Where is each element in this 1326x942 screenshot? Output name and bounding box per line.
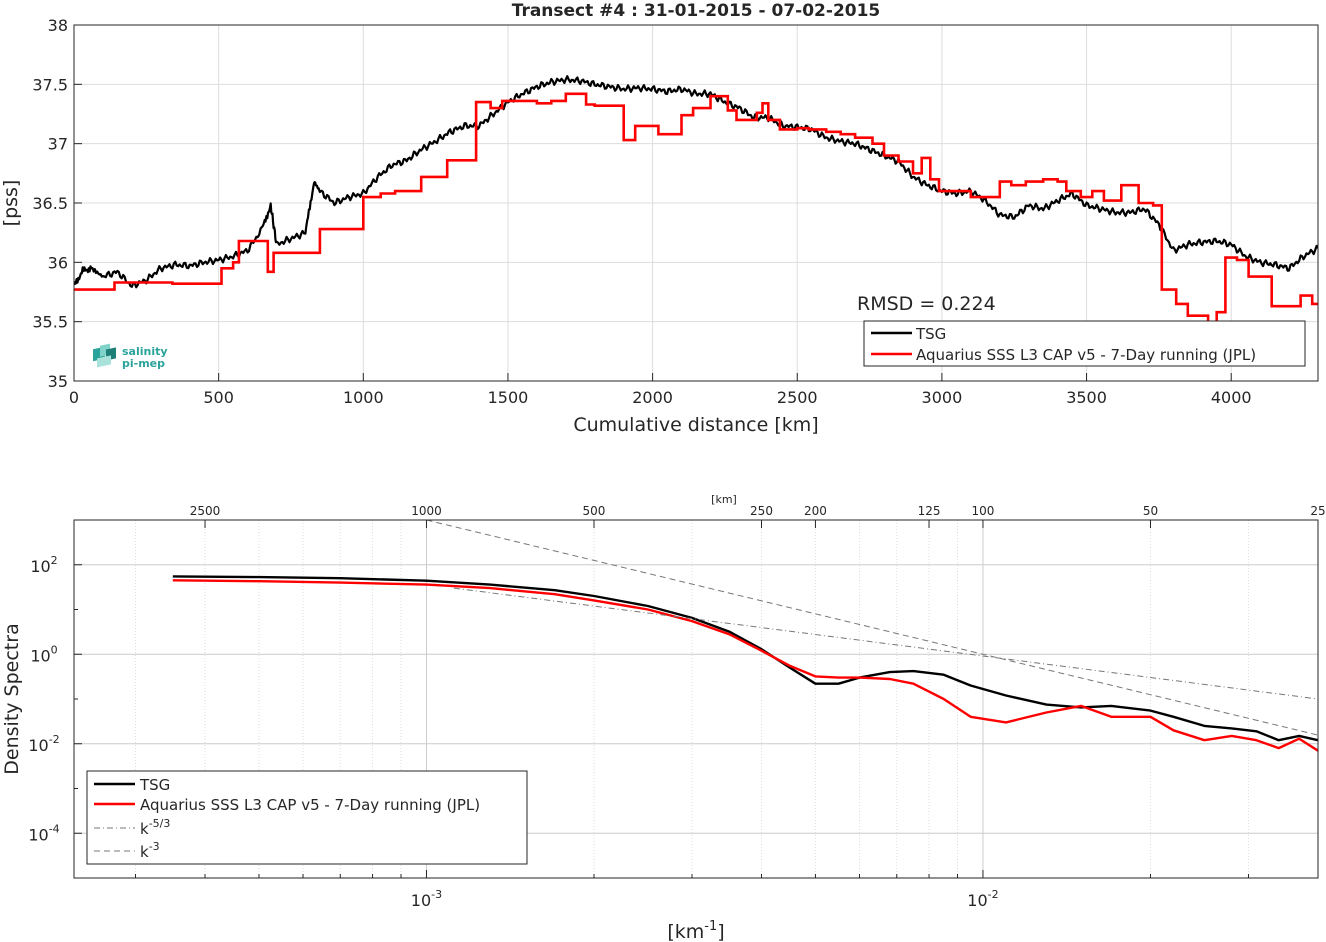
- salinity-chart-title: Transect #4 : 31-01-2015 - 07-02-2015: [512, 1, 881, 21]
- legend-label-tsg: TSG: [915, 325, 946, 343]
- tsg-salinity-line: [74, 75, 1318, 289]
- spectra-y-tick-label: 10-4: [28, 822, 59, 844]
- spectra-x-axis-label: [km-1]: [667, 919, 724, 942]
- legend-label-aquarius-spectra: Aquarius SSS L3 CAP v5 - 7-Day running (…: [140, 796, 480, 814]
- spectra-y-tick-label: 100: [30, 643, 57, 665]
- salinity-pi-mep-logo: salinity pi-mep: [93, 343, 168, 370]
- spectra-top-tick-label: 100: [972, 504, 995, 518]
- spectra-chart: 10-3 10-2 10-4 10-2 100 102 2500 1000 500 250 20…: [1, 493, 1326, 942]
- spectra-top-tick-label: 125: [918, 504, 941, 518]
- salinity-legend-box: [863, 320, 1306, 367]
- salinity-x-tick-label: 2000: [632, 388, 673, 407]
- salinity-y-tick-label: 36.5: [32, 194, 68, 213]
- salinity-legend: TSG Aquarius SSS L3 CAP v5 - 7-Day runni…: [863, 320, 1306, 367]
- spectra-top-ticks: 2500 1000 500 250 200 125 100 50 25: [190, 504, 1326, 528]
- tsg-spectrum-line: [172, 575, 1318, 742]
- spectra-x-tick-label: 10-2: [967, 888, 998, 910]
- spectra-top-tick-label: 50: [1143, 504, 1158, 518]
- spectra-top-tick-label: 500: [583, 504, 606, 518]
- salinity-y-tick-label: 37: [48, 135, 68, 154]
- spectra-legend-box: [86, 770, 528, 865]
- spectra-y-tick-label: 102: [30, 554, 57, 576]
- rmsd-annotation: RMSD = 0.224: [857, 293, 996, 315]
- salinity-x-ticks: 0 500 1000 1500 2000 2500 3000 3500 4000: [69, 373, 1252, 407]
- aquarius-salinity-line: [74, 92, 1318, 329]
- legend-label-aquarius: Aquarius SSS L3 CAP v5 - 7-Day running (…: [916, 346, 1256, 364]
- salinity-y-tick-label: 38: [48, 16, 68, 35]
- spectra-top-tick-label: 1000: [411, 504, 442, 518]
- spectra-top-tick-label: 200: [804, 504, 827, 518]
- salinity-x-tick-label: 3500: [1066, 388, 1107, 407]
- salinity-x-tick-label: 1000: [343, 388, 384, 407]
- aquarius-spectrum-line: [172, 579, 1318, 752]
- salinity-y-tick-label: 36: [48, 253, 68, 272]
- salinity-x-tick-label: 1500: [488, 388, 529, 407]
- spectra-top-tick-label: 25: [1310, 504, 1325, 518]
- logo-mark-icon: [93, 343, 116, 368]
- salinity-x-tick-label: 3000: [922, 388, 963, 407]
- legend-label-tsg-spectra: TSG: [139, 776, 170, 794]
- salinity-y-axis-label: [pss]: [0, 180, 22, 227]
- salinity-y-tick-label: 35.5: [32, 313, 68, 332]
- spectra-x-tick-label: 10-3: [411, 888, 442, 910]
- salinity-chart: 0 500 1000 1500 2000 2500 3000 3500 4000 3535.53…: [0, 1, 1319, 436]
- spectra-y-tick-label: 10-2: [28, 733, 59, 755]
- spectra-series: [172, 520, 1318, 752]
- spectra-legend: TSG Aquarius SSS L3 CAP v5 - 7-Day runni…: [86, 770, 528, 865]
- k3-reference-line: [426, 520, 1318, 736]
- salinity-y-tick-label: 37.5: [32, 75, 68, 94]
- k53-reference-line: [453, 587, 1318, 700]
- salinity-x-tick-label: 500: [203, 388, 234, 407]
- salinity-y-ticks: 35 35.5 36 36.5 37 37.5 38: [32, 16, 82, 391]
- salinity-series: [74, 75, 1318, 329]
- logo-text-line2: pi-mep: [122, 357, 165, 370]
- spectra-y-axis-label: Density Spectra: [1, 623, 23, 774]
- spectra-top-tick-label: 2500: [190, 504, 221, 518]
- salinity-y-tick-label: 35: [48, 372, 68, 391]
- salinity-x-axis-label: Cumulative distance [km]: [573, 414, 818, 436]
- spectra-top-tick-label: 250: [750, 504, 773, 518]
- salinity-x-tick-label: 4000: [1211, 388, 1252, 407]
- salinity-x-tick-label: 2500: [777, 388, 818, 407]
- salinity-x-tick-label: 0: [69, 388, 79, 407]
- spectra-top-axis-label: [km]: [711, 493, 737, 506]
- logo-text-line1: salinity: [122, 345, 168, 358]
